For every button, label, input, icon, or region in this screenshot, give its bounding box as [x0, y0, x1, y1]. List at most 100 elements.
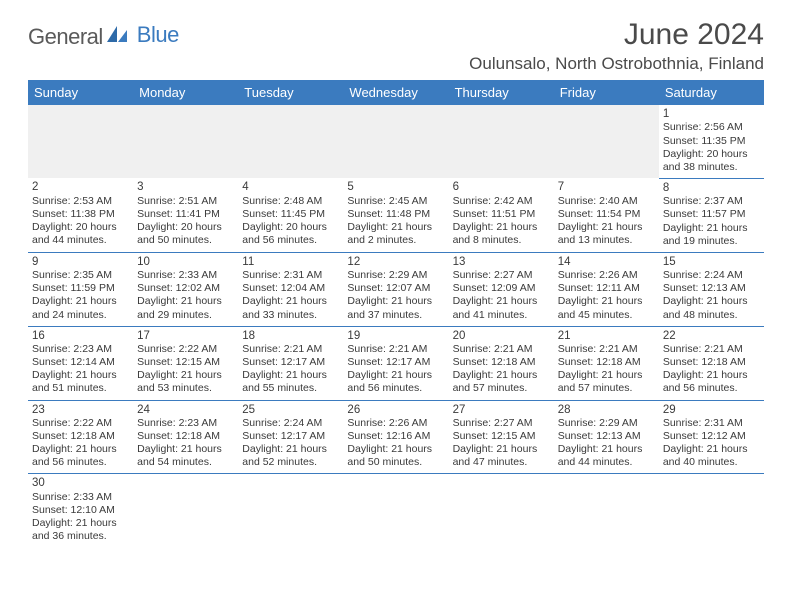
- day-number: 19: [347, 329, 444, 343]
- calendar-cell: 29Sunrise: 2:31 AMSunset: 12:12 AMDaylig…: [659, 400, 764, 474]
- title-block: June 2024 Oulunsalo, North Ostrobothnia,…: [469, 18, 764, 74]
- daylight-text-1: Daylight: 21 hours: [558, 295, 655, 308]
- day-number: 11: [242, 255, 339, 269]
- calendar-cell: 19Sunrise: 2:21 AMSunset: 12:17 AMDaylig…: [343, 326, 448, 400]
- sunset-text: Sunset: 11:48 PM: [347, 208, 444, 221]
- sunrise-text: Sunrise: 2:21 AM: [347, 343, 444, 356]
- day-number: 26: [347, 403, 444, 417]
- day-number: 30: [32, 476, 129, 490]
- daylight-text-2: and 50 minutes.: [137, 234, 234, 247]
- calendar-cell: [238, 105, 343, 178]
- calendar-cell: [238, 474, 343, 547]
- calendar-cell: 30Sunrise: 2:33 AMSunset: 12:10 AMDaylig…: [28, 474, 133, 547]
- sunrise-text: Sunrise: 2:37 AM: [663, 195, 760, 208]
- daylight-text-1: Daylight: 21 hours: [137, 295, 234, 308]
- daylight-text-1: Daylight: 21 hours: [137, 369, 234, 382]
- dayhead-tue: Tuesday: [238, 80, 343, 105]
- calendar-cell: 5Sunrise: 2:45 AMSunset: 11:48 PMDayligh…: [343, 178, 448, 252]
- day-number: 7: [558, 180, 655, 194]
- day-number: 20: [453, 329, 550, 343]
- day-number: 18: [242, 329, 339, 343]
- calendar-cell: 26Sunrise: 2:26 AMSunset: 12:16 AMDaylig…: [343, 400, 448, 474]
- sunset-text: Sunset: 11:57 PM: [663, 208, 760, 221]
- calendar-cell: 4Sunrise: 2:48 AMSunset: 11:45 PMDayligh…: [238, 178, 343, 252]
- sunset-text: Sunset: 12:18 AM: [663, 356, 760, 369]
- sunrise-text: Sunrise: 2:23 AM: [32, 343, 129, 356]
- calendar-cell: 6Sunrise: 2:42 AMSunset: 11:51 PMDayligh…: [449, 178, 554, 252]
- daylight-text-2: and 45 minutes.: [558, 309, 655, 322]
- day-number: 6: [453, 180, 550, 194]
- day-number: 16: [32, 329, 129, 343]
- sunrise-text: Sunrise: 2:35 AM: [32, 269, 129, 282]
- calendar-cell: [449, 474, 554, 547]
- sunset-text: Sunset: 11:54 PM: [558, 208, 655, 221]
- calendar-cell: [554, 105, 659, 178]
- calendar-cell: 7Sunrise: 2:40 AMSunset: 11:54 PMDayligh…: [554, 178, 659, 252]
- daylight-text-2: and 8 minutes.: [453, 234, 550, 247]
- day-number: 1: [663, 107, 760, 121]
- sunset-text: Sunset: 12:17 AM: [242, 430, 339, 443]
- sunrise-text: Sunrise: 2:31 AM: [663, 417, 760, 430]
- daylight-text-1: Daylight: 20 hours: [137, 221, 234, 234]
- daylight-text-2: and 13 minutes.: [558, 234, 655, 247]
- sunset-text: Sunset: 11:45 PM: [242, 208, 339, 221]
- daylight-text-2: and 50 minutes.: [347, 456, 444, 469]
- calendar-week: 16Sunrise: 2:23 AMSunset: 12:14 AMDaylig…: [28, 326, 764, 400]
- sunrise-text: Sunrise: 2:21 AM: [663, 343, 760, 356]
- sunset-text: Sunset: 12:02 AM: [137, 282, 234, 295]
- sunrise-text: Sunrise: 2:42 AM: [453, 195, 550, 208]
- sunset-text: Sunset: 12:15 AM: [453, 430, 550, 443]
- calendar-cell: 12Sunrise: 2:29 AMSunset: 12:07 AMDaylig…: [343, 252, 448, 326]
- sunrise-text: Sunrise: 2:33 AM: [137, 269, 234, 282]
- sunrise-text: Sunrise: 2:33 AM: [32, 491, 129, 504]
- sunset-text: Sunset: 12:13 AM: [558, 430, 655, 443]
- sunrise-text: Sunrise: 2:51 AM: [137, 195, 234, 208]
- calendar-cell: 16Sunrise: 2:23 AMSunset: 12:14 AMDaylig…: [28, 326, 133, 400]
- day-number: 28: [558, 403, 655, 417]
- day-number: 14: [558, 255, 655, 269]
- daylight-text-1: Daylight: 21 hours: [32, 295, 129, 308]
- calendar-week: 30Sunrise: 2:33 AMSunset: 12:10 AMDaylig…: [28, 474, 764, 547]
- day-number: 8: [663, 181, 760, 195]
- logo-sail-icon: [107, 26, 129, 49]
- sunset-text: Sunset: 12:17 AM: [347, 356, 444, 369]
- sunset-text: Sunset: 12:16 AM: [347, 430, 444, 443]
- calendar-cell: 27Sunrise: 2:27 AMSunset: 12:15 AMDaylig…: [449, 400, 554, 474]
- sunrise-text: Sunrise: 2:45 AM: [347, 195, 444, 208]
- calendar-cell: [133, 105, 238, 178]
- sunset-text: Sunset: 11:51 PM: [453, 208, 550, 221]
- daylight-text-1: Daylight: 21 hours: [347, 369, 444, 382]
- sunrise-text: Sunrise: 2:21 AM: [558, 343, 655, 356]
- sunrise-text: Sunrise: 2:27 AM: [453, 417, 550, 430]
- daylight-text-2: and 51 minutes.: [32, 382, 129, 395]
- daylight-text-2: and 44 minutes.: [558, 456, 655, 469]
- daylight-text-1: Daylight: 21 hours: [453, 295, 550, 308]
- day-number: 13: [453, 255, 550, 269]
- daylight-text-2: and 36 minutes.: [32, 530, 129, 543]
- daylight-text-1: Daylight: 21 hours: [558, 369, 655, 382]
- daylight-text-2: and 41 minutes.: [453, 309, 550, 322]
- sunset-text: Sunset: 11:38 PM: [32, 208, 129, 221]
- daylight-text-2: and 44 minutes.: [32, 234, 129, 247]
- daylight-text-2: and 33 minutes.: [242, 309, 339, 322]
- sunrise-text: Sunrise: 2:26 AM: [558, 269, 655, 282]
- sunrise-text: Sunrise: 2:48 AM: [242, 195, 339, 208]
- day-number: 10: [137, 255, 234, 269]
- sunset-text: Sunset: 12:04 AM: [242, 282, 339, 295]
- calendar-cell: [133, 474, 238, 547]
- sunset-text: Sunset: 12:07 AM: [347, 282, 444, 295]
- calendar-cell: 1Sunrise: 2:56 AMSunset: 11:35 PMDayligh…: [659, 105, 764, 178]
- sunrise-text: Sunrise: 2:21 AM: [453, 343, 550, 356]
- calendar-cell: 18Sunrise: 2:21 AMSunset: 12:17 AMDaylig…: [238, 326, 343, 400]
- daylight-text-2: and 24 minutes.: [32, 309, 129, 322]
- daylight-text-2: and 37 minutes.: [347, 309, 444, 322]
- dayhead-wed: Wednesday: [343, 80, 448, 105]
- daylight-text-1: Daylight: 21 hours: [242, 295, 339, 308]
- daylight-text-1: Daylight: 21 hours: [137, 443, 234, 456]
- calendar-cell: 28Sunrise: 2:29 AMSunset: 12:13 AMDaylig…: [554, 400, 659, 474]
- sunrise-text: Sunrise: 2:40 AM: [558, 195, 655, 208]
- day-number: 12: [347, 255, 444, 269]
- calendar-week: 2Sunrise: 2:53 AMSunset: 11:38 PMDayligh…: [28, 178, 764, 252]
- day-number: 22: [663, 329, 760, 343]
- daylight-text-2: and 56 minutes.: [347, 382, 444, 395]
